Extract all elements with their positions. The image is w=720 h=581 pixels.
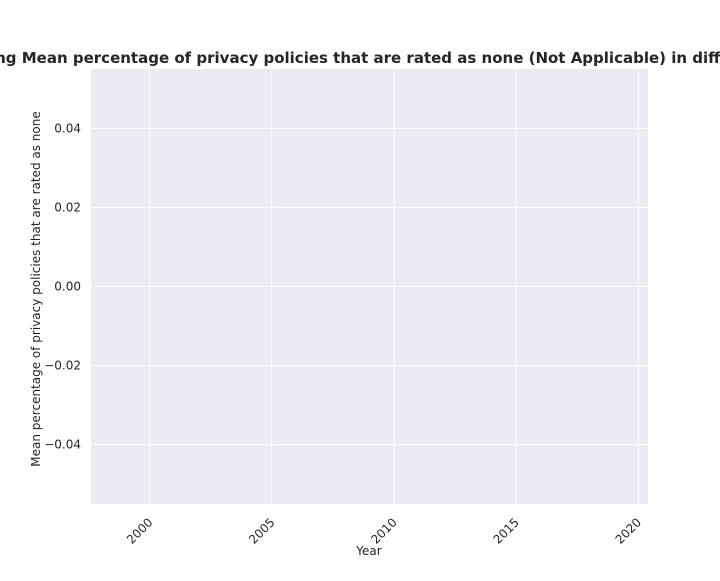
x-tick-label: 2000 xyxy=(124,515,155,546)
y-tick-label: 0.00 xyxy=(54,280,81,294)
y-axis-ticks: 0.04 0.02 0.00 −0.02 −0.04 xyxy=(44,121,81,451)
x-axis-label: Year xyxy=(355,544,381,558)
grid xyxy=(91,69,648,504)
y-tick-label: −0.04 xyxy=(44,438,81,452)
x-axis-ticks: 2000 2005 2010 2015 2020 xyxy=(124,515,644,546)
y-tick-label: −0.02 xyxy=(44,359,81,373)
x-tick-label: 2005 xyxy=(246,515,277,546)
y-tick-label: 0.04 xyxy=(54,121,81,135)
x-tick-label: 2015 xyxy=(490,515,521,546)
x-tick-label: 2010 xyxy=(368,515,399,546)
y-axis-label: Mean percentage of privacy policies that… xyxy=(29,111,43,466)
chart-title: gaming Mean percentage of privacy polici… xyxy=(0,49,720,67)
x-tick-label: 2020 xyxy=(613,515,644,546)
y-tick-label: 0.02 xyxy=(54,200,81,214)
